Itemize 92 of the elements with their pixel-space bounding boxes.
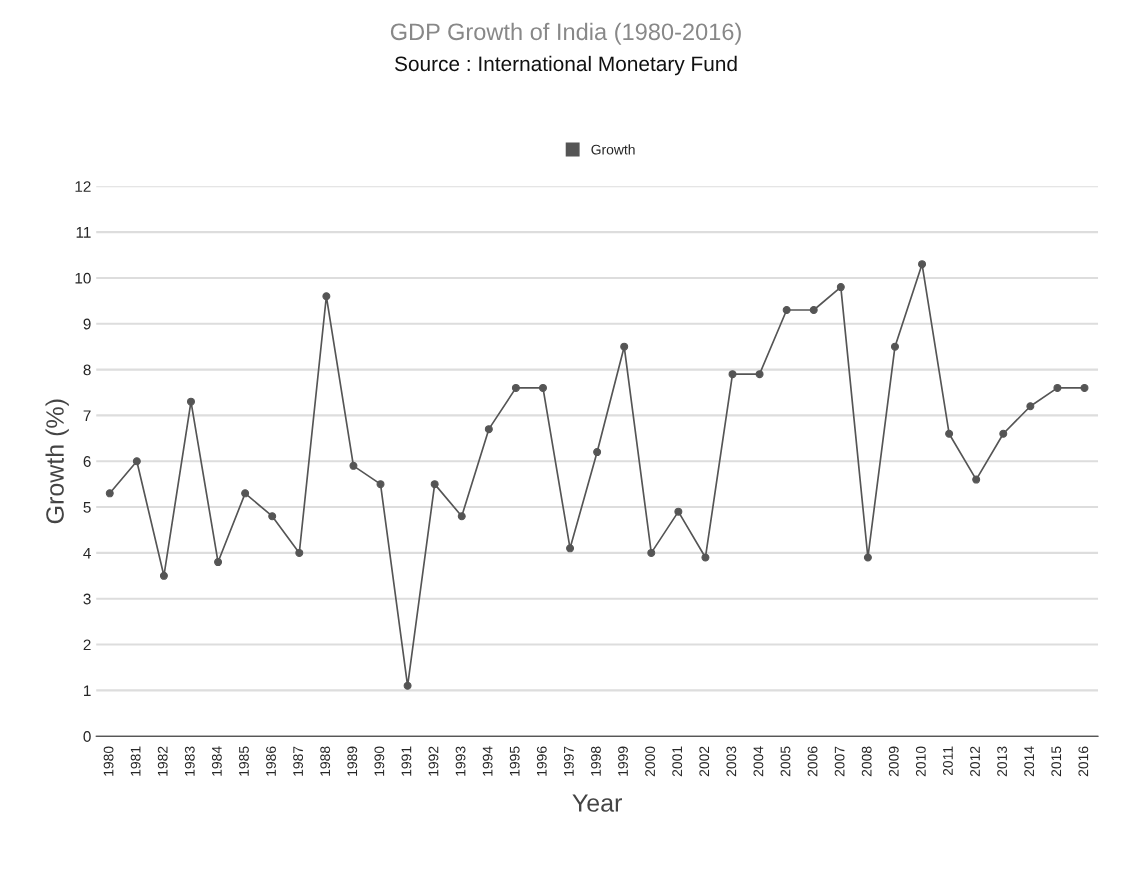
x-tick-label: 1994 bbox=[482, 746, 493, 776]
x-tick-label: 2000 bbox=[645, 746, 656, 777]
point bbox=[728, 370, 737, 379]
point bbox=[863, 553, 872, 562]
x-tick-label: 1997 bbox=[563, 746, 574, 776]
point bbox=[105, 489, 114, 498]
y-tick-label: 9 bbox=[83, 318, 91, 330]
point bbox=[538, 383, 547, 392]
y-tick-label: 10 bbox=[75, 272, 91, 284]
x-tick-label: 2014 bbox=[1024, 746, 1035, 777]
point bbox=[782, 306, 791, 314]
point bbox=[945, 429, 954, 438]
point bbox=[972, 475, 981, 484]
x-tick-label: 1999 bbox=[618, 746, 628, 776]
y-tick-label: 8 bbox=[83, 364, 91, 376]
x-tick-label: 1982 bbox=[157, 746, 168, 776]
chart-subtitle: Source : International Monetary Fund bbox=[394, 55, 737, 76]
point bbox=[1026, 402, 1035, 411]
legend-label: Growth bbox=[591, 144, 635, 155]
x-tick-label: 2016 bbox=[1078, 746, 1089, 777]
point bbox=[836, 283, 845, 292]
point bbox=[295, 548, 304, 557]
point bbox=[376, 480, 385, 489]
point bbox=[1053, 383, 1062, 392]
y-tick-label: 4 bbox=[83, 547, 91, 559]
point bbox=[430, 480, 439, 489]
y-tick-label: 7 bbox=[83, 410, 91, 421]
x-tick-label: 1988 bbox=[320, 746, 331, 776]
point bbox=[268, 512, 277, 521]
point bbox=[890, 342, 899, 351]
point bbox=[755, 370, 764, 379]
x-axis-title: Year bbox=[572, 794, 622, 812]
x-tick-label: 1986 bbox=[266, 746, 276, 776]
x-tick-label: 1995 bbox=[509, 746, 520, 776]
x-tick-label: 2012 bbox=[970, 746, 980, 777]
y-tick-label: 6 bbox=[83, 456, 91, 467]
x-tick-label: 1984 bbox=[211, 746, 222, 776]
x-tick-label: 1990 bbox=[374, 746, 385, 776]
x-tick-label: 2011 bbox=[943, 746, 953, 776]
point bbox=[241, 489, 250, 498]
point bbox=[593, 448, 602, 457]
x-tick-label: 2010 bbox=[915, 746, 926, 777]
chart-title: GDP Growth of India (1980-2016) bbox=[390, 22, 741, 45]
y-tick-label: 12 bbox=[75, 181, 91, 192]
x-tick-label: 1989 bbox=[347, 746, 358, 776]
y-tick-label: 5 bbox=[83, 502, 91, 513]
point bbox=[674, 507, 683, 516]
point bbox=[511, 383, 520, 392]
point bbox=[457, 512, 466, 521]
point bbox=[186, 397, 195, 406]
x-tick-label: 2009 bbox=[888, 746, 899, 777]
x-tick-label: 1983 bbox=[184, 746, 195, 776]
x-tick-label: 2001 bbox=[672, 746, 683, 777]
x-tick-label: 2015 bbox=[1051, 746, 1062, 777]
point bbox=[647, 548, 656, 557]
x-tick-label: 2008 bbox=[861, 746, 872, 777]
point bbox=[349, 461, 358, 470]
x-tick-label: 1980 bbox=[103, 746, 114, 776]
y-tick-label: 11 bbox=[76, 227, 91, 238]
x-tick-label: 1981 bbox=[130, 746, 141, 776]
y-tick-label: 0 bbox=[83, 731, 91, 742]
x-tick-label: 2003 bbox=[726, 746, 737, 777]
y-tick-label: 3 bbox=[83, 593, 91, 605]
point bbox=[566, 544, 575, 553]
x-tick-label: 1993 bbox=[455, 746, 466, 776]
x-tick-label: 1991 bbox=[401, 746, 412, 776]
point bbox=[918, 260, 927, 269]
point bbox=[620, 342, 629, 351]
point bbox=[701, 553, 710, 562]
x-tick-label: 2005 bbox=[780, 746, 791, 777]
x-tick-label: 2002 bbox=[699, 746, 710, 777]
x-tick-label: 2013 bbox=[997, 746, 1007, 777]
point bbox=[999, 429, 1008, 438]
point bbox=[809, 306, 818, 314]
point bbox=[403, 681, 412, 690]
x-tick-label: 2007 bbox=[834, 746, 845, 777]
x-tick-label: 1987 bbox=[293, 746, 304, 776]
x-tick-label: 1996 bbox=[536, 746, 547, 776]
y-tick-label: 1 bbox=[84, 685, 91, 696]
x-tick-label: 2006 bbox=[807, 746, 818, 777]
point bbox=[159, 571, 168, 580]
x-tick-label: 1992 bbox=[428, 746, 439, 776]
y-axis-title: Growth (%) bbox=[45, 399, 69, 524]
point bbox=[322, 292, 331, 301]
point bbox=[1080, 383, 1089, 392]
x-tick-label: 1985 bbox=[239, 746, 249, 776]
x-tick-label: 1998 bbox=[591, 746, 601, 776]
point bbox=[484, 425, 493, 434]
y-tick-label: 2 bbox=[83, 639, 91, 651]
point bbox=[132, 457, 141, 466]
x-tick-label: 2004 bbox=[753, 746, 764, 777]
point bbox=[214, 558, 223, 567]
